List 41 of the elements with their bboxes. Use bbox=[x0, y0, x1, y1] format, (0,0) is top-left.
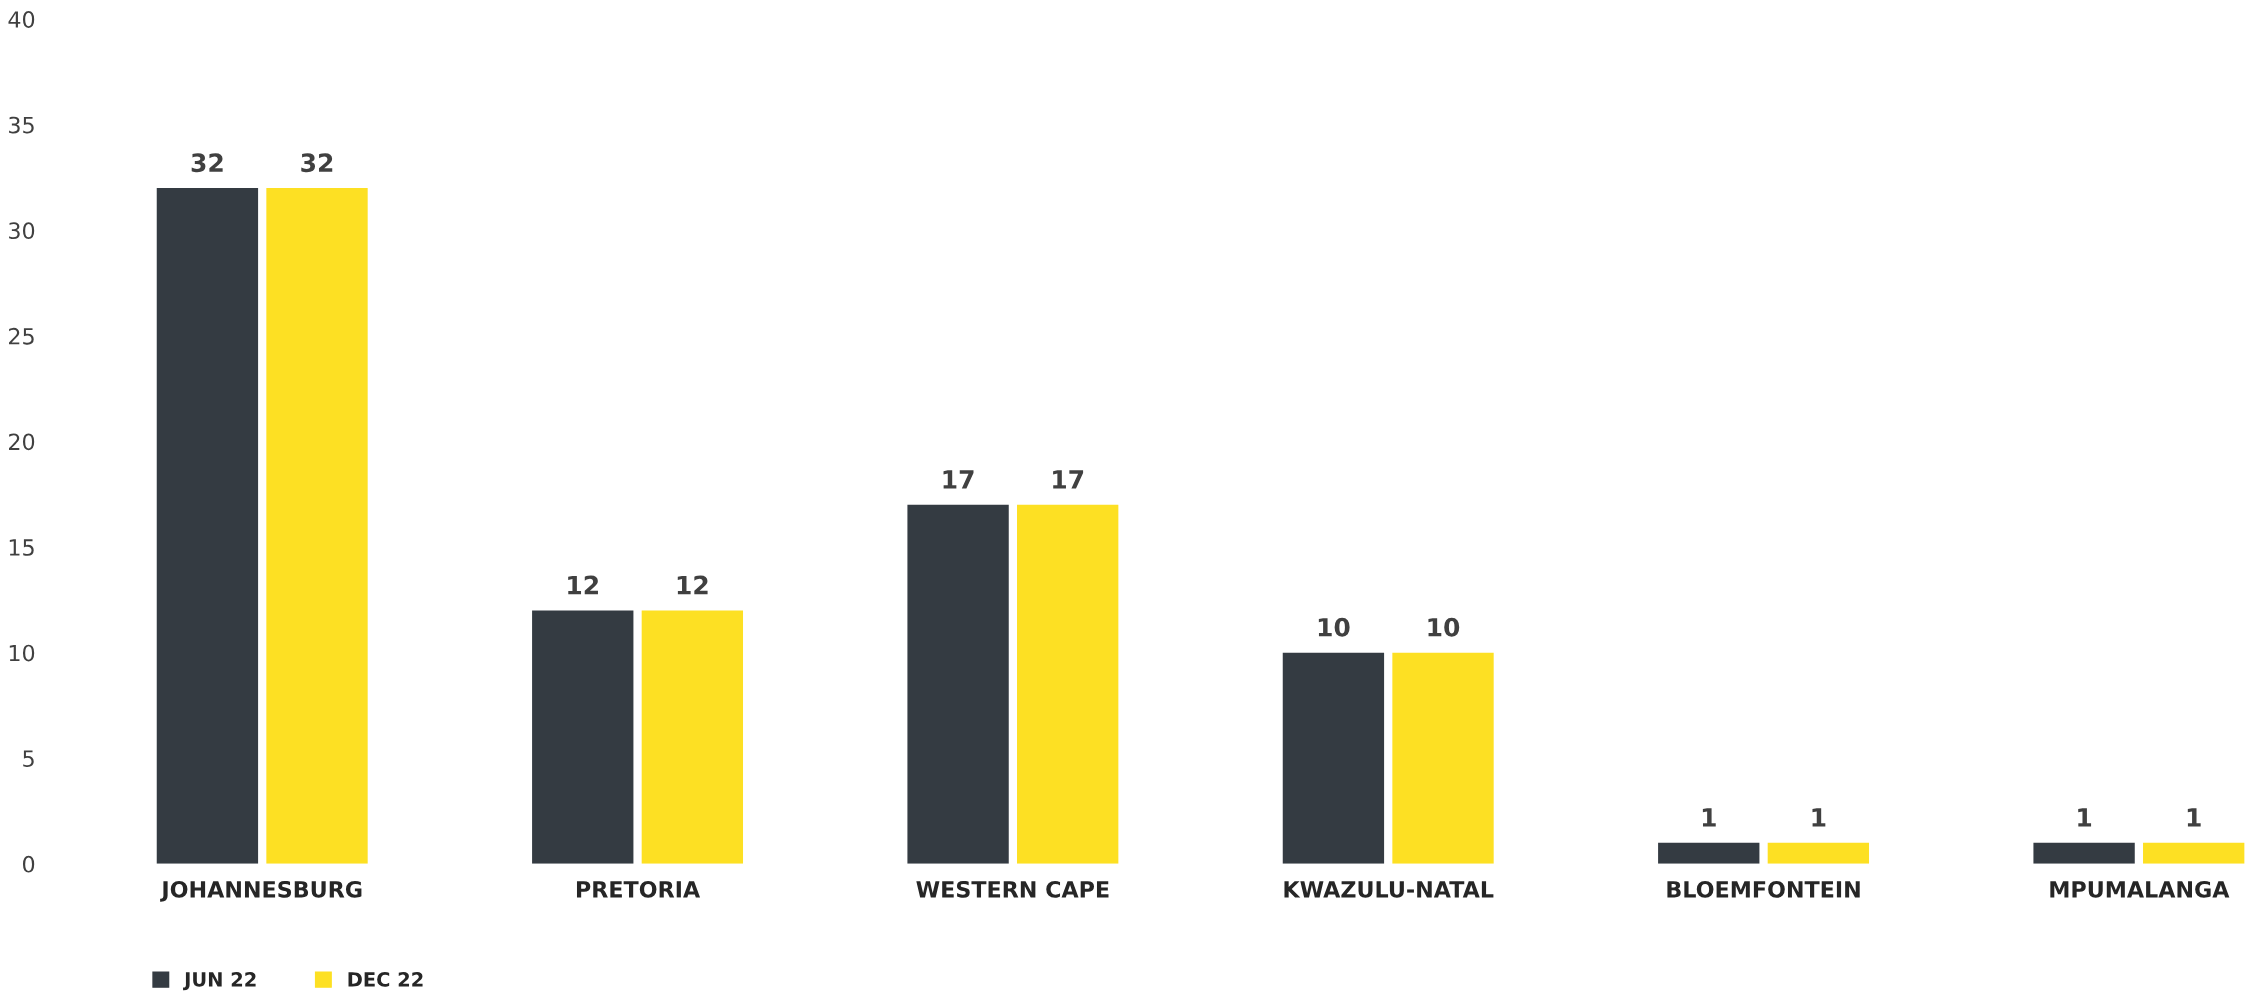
y-tick-label: 35 bbox=[9, 116, 34, 134]
data-label: 1 bbox=[1812, 808, 1826, 827]
legend-label: DEC 22 bbox=[348, 972, 423, 987]
bar bbox=[1392, 652, 1494, 864]
data-label: 17 bbox=[943, 470, 974, 489]
legend-label: JUN 22 bbox=[183, 972, 256, 991]
bar bbox=[156, 188, 259, 864]
y-tick-label: 30 bbox=[9, 222, 35, 240]
x-tick-label: PRETORIA bbox=[576, 880, 701, 898]
bar bbox=[907, 504, 1009, 864]
data-label: 32 bbox=[191, 153, 223, 173]
data-label: 1 bbox=[2187, 808, 2201, 827]
bar bbox=[532, 610, 634, 864]
data-label: 12 bbox=[568, 575, 598, 595]
data-label: 1 bbox=[2078, 808, 2092, 827]
bar bbox=[266, 188, 368, 864]
x-tick-label: WESTERN CAPE bbox=[916, 880, 1109, 898]
y-tick-label: 10 bbox=[9, 644, 35, 662]
bar bbox=[1282, 652, 1385, 864]
bar bbox=[1017, 504, 1119, 864]
data-label: 32 bbox=[301, 153, 333, 173]
x-tick-label: BLOEMFONTEIN bbox=[1667, 880, 1860, 898]
y-tick-label: 40 bbox=[8, 11, 35, 28]
data-label: 1 bbox=[1702, 808, 1716, 827]
bar bbox=[2143, 842, 2245, 864]
x-tick-label: KWAZULU-NATAL bbox=[1284, 881, 1494, 898]
y-tick-label: 15 bbox=[9, 539, 34, 556]
data-label: 12 bbox=[677, 575, 708, 595]
data-label: 10 bbox=[1318, 617, 1350, 637]
y-tick-label: 0 bbox=[22, 855, 35, 873]
y-tick-label: 20 bbox=[9, 433, 35, 451]
bar bbox=[1658, 842, 1760, 864]
bar bbox=[641, 610, 744, 864]
x-tick-label: JOHANNESBURG bbox=[160, 880, 362, 902]
y-tick-label: 25 bbox=[9, 327, 34, 345]
y-tick-label: 5 bbox=[23, 750, 34, 768]
x-tick-label: MPUMALANGA bbox=[2050, 880, 2230, 898]
bar bbox=[1767, 842, 1870, 864]
bar bbox=[2033, 842, 2135, 864]
data-label: 17 bbox=[1053, 470, 1084, 489]
data-label: 10 bbox=[1428, 617, 1460, 637]
